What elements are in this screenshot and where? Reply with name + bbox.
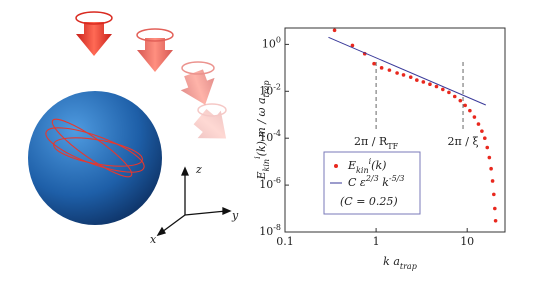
legend-label-part: -5/3	[389, 174, 405, 183]
y-tick-label: 10-2	[259, 82, 281, 98]
x-axis-label-part: trap	[400, 262, 417, 271]
data-point	[468, 108, 472, 113]
y-axis-label-part: (k) m / ω a	[255, 97, 268, 156]
x-axis-label-part: k a	[383, 255, 400, 268]
legend-label-part: i	[369, 157, 372, 166]
y-tick-label-part: 10	[259, 84, 273, 97]
x-tick-label: 10	[460, 235, 474, 248]
y-tick-label-part: -2	[273, 82, 281, 91]
legend-label-part: kin	[356, 166, 369, 175]
axis-label-z: z	[195, 163, 202, 176]
y-axis-label-part: kin	[262, 159, 271, 172]
x-tick-label: 1	[373, 235, 380, 248]
legend-note: (C = 0.25)	[340, 195, 398, 208]
x-tick-label: 0.1	[276, 235, 294, 248]
y-tick-label: 10-6	[259, 176, 281, 192]
data-point	[387, 68, 392, 72]
data-point	[372, 61, 376, 66]
legend-label-part: 2/3	[365, 174, 379, 183]
y-tick-label-part: 10	[259, 178, 273, 191]
data-point	[492, 192, 496, 197]
y-tick-label: 10-8	[259, 223, 281, 239]
legend-label-part: k	[379, 176, 389, 189]
data-point	[395, 71, 399, 75]
marker-label: 2π / RTF	[354, 135, 399, 151]
data-point	[458, 98, 463, 103]
data-point	[472, 115, 477, 119]
marker-label-part: TF	[387, 142, 398, 151]
legend-label-part: E	[347, 159, 356, 172]
marker-label: 2π / ξ	[448, 135, 479, 148]
data-point	[493, 206, 497, 211]
data-point	[452, 94, 457, 99]
y-tick-label-part: -8	[273, 223, 281, 232]
x-axis-label: k atrap	[383, 255, 417, 271]
data-point	[379, 66, 384, 70]
y-tick-label: 100	[262, 35, 281, 51]
data-point	[489, 166, 493, 171]
legend-label: C ε2/3 k-5/3	[348, 174, 404, 190]
axis-label-y: y	[231, 209, 239, 222]
legend-label-part: (k)	[371, 159, 386, 172]
illustration: z y x	[28, 11, 239, 246]
marker-label-part: 2π / ξ	[448, 135, 479, 148]
data-point	[487, 155, 492, 160]
data-point	[428, 82, 432, 87]
data-point	[482, 136, 487, 140]
axis-label-x: x	[150, 233, 157, 246]
rotation-arrows	[75, 11, 227, 139]
data-point	[480, 129, 484, 133]
data-point	[415, 78, 419, 82]
marker-label-part: 2π / R	[354, 135, 388, 148]
data-point	[434, 84, 439, 89]
fit-line	[328, 36, 486, 106]
data-point	[485, 145, 490, 150]
y-tick-label-part: -4	[273, 129, 281, 138]
data-point	[463, 103, 467, 108]
sphere	[28, 91, 162, 225]
y-axis-label-part: trap	[262, 81, 271, 98]
plot-frame	[284, 27, 506, 233]
y-axis-label-part: i	[253, 156, 262, 159]
y-tick-label-part: 10	[259, 225, 273, 238]
data-point	[421, 80, 426, 84]
y-tick-label-part: 10	[259, 131, 273, 144]
data-point	[332, 28, 337, 33]
data-point	[350, 43, 355, 48]
data-point	[408, 75, 413, 79]
y-axis-label: Ekini(k) m / ω atrap	[253, 81, 271, 181]
data-point	[447, 90, 451, 95]
data-point	[401, 73, 406, 77]
legend-label: Ekini(k)	[347, 157, 386, 175]
y-tick-label-part: 10	[262, 37, 276, 50]
data-point	[476, 122, 481, 126]
data-point	[441, 87, 445, 92]
legend-marker	[334, 164, 338, 168]
vortex-lines	[45, 118, 145, 178]
y-tick-label-part: 0	[276, 35, 281, 44]
y-tick-label-part: -6	[273, 176, 281, 185]
legend-label-part: C ε	[348, 176, 366, 189]
y-axis-label-part: E	[255, 171, 268, 180]
coordinate-axes	[156, 166, 232, 237]
data-point	[493, 219, 498, 223]
data-point	[490, 179, 495, 183]
y-tick-label: 10-4	[259, 129, 281, 145]
